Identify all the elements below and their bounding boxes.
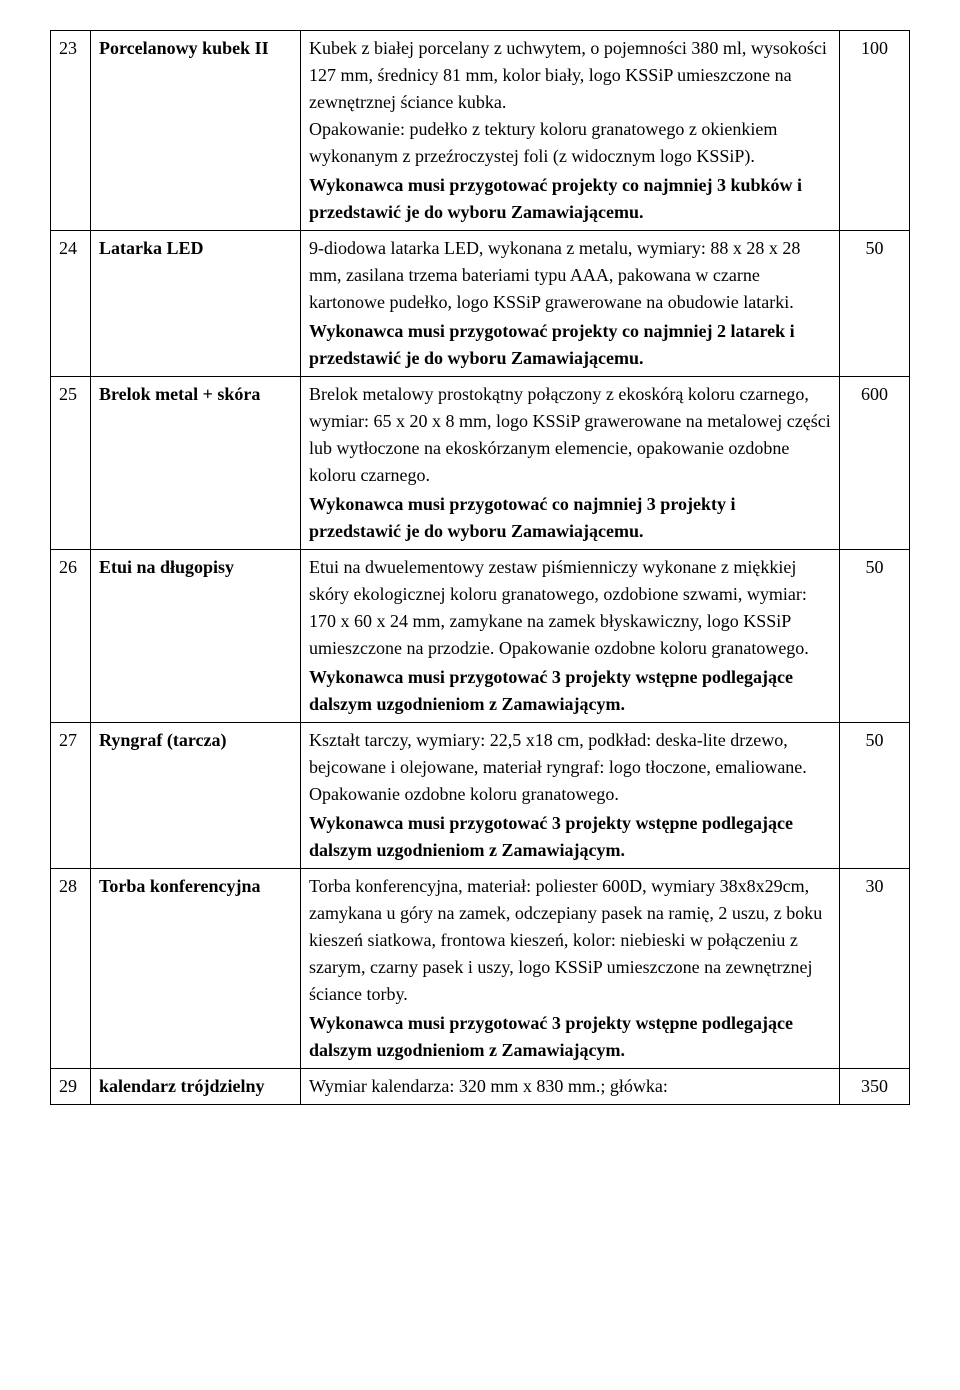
table-row: 28 Torba konferencyjna Torba konferencyj…	[51, 869, 910, 1069]
item-qty: 50	[840, 231, 910, 377]
table-row: 23 Porcelanowy kubek II Kubek z białej p…	[51, 31, 910, 231]
desc-main-text: Etui na dwuelementowy zestaw piśmiennicz…	[309, 554, 831, 662]
items-table: 23 Porcelanowy kubek II Kubek z białej p…	[50, 30, 910, 1105]
row-number: 29	[51, 1069, 91, 1105]
item-description: Torba konferencyjna, materiał: poliester…	[301, 869, 840, 1069]
desc-bold-text: Wykonawca musi przygotować co najmniej 3…	[309, 491, 831, 545]
item-name: Ryngraf (tarcza)	[91, 723, 301, 869]
desc-main-text: Kubek z białej porcelany z uchwytem, o p…	[309, 35, 831, 170]
item-description: Kształt tarczy, wymiary: 22,5 x18 cm, po…	[301, 723, 840, 869]
item-name: Latarka LED	[91, 231, 301, 377]
table-row: 25 Brelok metal + skóra Brelok metalowy …	[51, 377, 910, 550]
item-qty: 350	[840, 1069, 910, 1105]
desc-bold-text: Wykonawca musi przygotować projekty co n…	[309, 172, 831, 226]
desc-main-text: Brelok metalowy prostokątny połączony z …	[309, 381, 831, 489]
row-number: 27	[51, 723, 91, 869]
item-qty: 50	[840, 723, 910, 869]
row-number: 25	[51, 377, 91, 550]
item-name: Brelok metal + skóra	[91, 377, 301, 550]
desc-bold-text: Wykonawca musi przygotować 3 projekty ws…	[309, 1010, 831, 1064]
item-name: Etui na długopisy	[91, 550, 301, 723]
item-qty: 600	[840, 377, 910, 550]
table-row: 29 kalendarz trójdzielny Wymiar kalendar…	[51, 1069, 910, 1105]
item-name: Porcelanowy kubek II	[91, 31, 301, 231]
item-qty: 50	[840, 550, 910, 723]
item-name: Torba konferencyjna	[91, 869, 301, 1069]
item-description: Etui na dwuelementowy zestaw piśmiennicz…	[301, 550, 840, 723]
table-body: 23 Porcelanowy kubek II Kubek z białej p…	[51, 31, 910, 1105]
desc-main-text: 9-diodowa latarka LED, wykonana z metalu…	[309, 235, 831, 316]
desc-bold-text: Wykonawca musi przygotować 3 projekty ws…	[309, 810, 831, 864]
item-description: Wymiar kalendarza: 320 mm x 830 mm.; głó…	[301, 1069, 840, 1105]
item-description: 9-diodowa latarka LED, wykonana z metalu…	[301, 231, 840, 377]
desc-main-text: Wymiar kalendarza: 320 mm x 830 mm.; głó…	[309, 1073, 831, 1100]
desc-main-text: Kształt tarczy, wymiary: 22,5 x18 cm, po…	[309, 727, 831, 808]
row-number: 23	[51, 31, 91, 231]
desc-main-text: Torba konferencyjna, materiał: poliester…	[309, 873, 831, 1008]
row-number: 28	[51, 869, 91, 1069]
item-description: Brelok metalowy prostokątny połączony z …	[301, 377, 840, 550]
item-qty: 100	[840, 31, 910, 231]
row-number: 24	[51, 231, 91, 377]
table-row: 24 Latarka LED 9-diodowa latarka LED, wy…	[51, 231, 910, 377]
item-qty: 30	[840, 869, 910, 1069]
item-description: Kubek z białej porcelany z uchwytem, o p…	[301, 31, 840, 231]
desc-bold-text: Wykonawca musi przygotować projekty co n…	[309, 318, 831, 372]
row-number: 26	[51, 550, 91, 723]
desc-bold-text: Wykonawca musi przygotować 3 projekty ws…	[309, 664, 831, 718]
table-row: 26 Etui na długopisy Etui na dwuelemento…	[51, 550, 910, 723]
table-row: 27 Ryngraf (tarcza) Kształt tarczy, wymi…	[51, 723, 910, 869]
item-name: kalendarz trójdzielny	[91, 1069, 301, 1105]
